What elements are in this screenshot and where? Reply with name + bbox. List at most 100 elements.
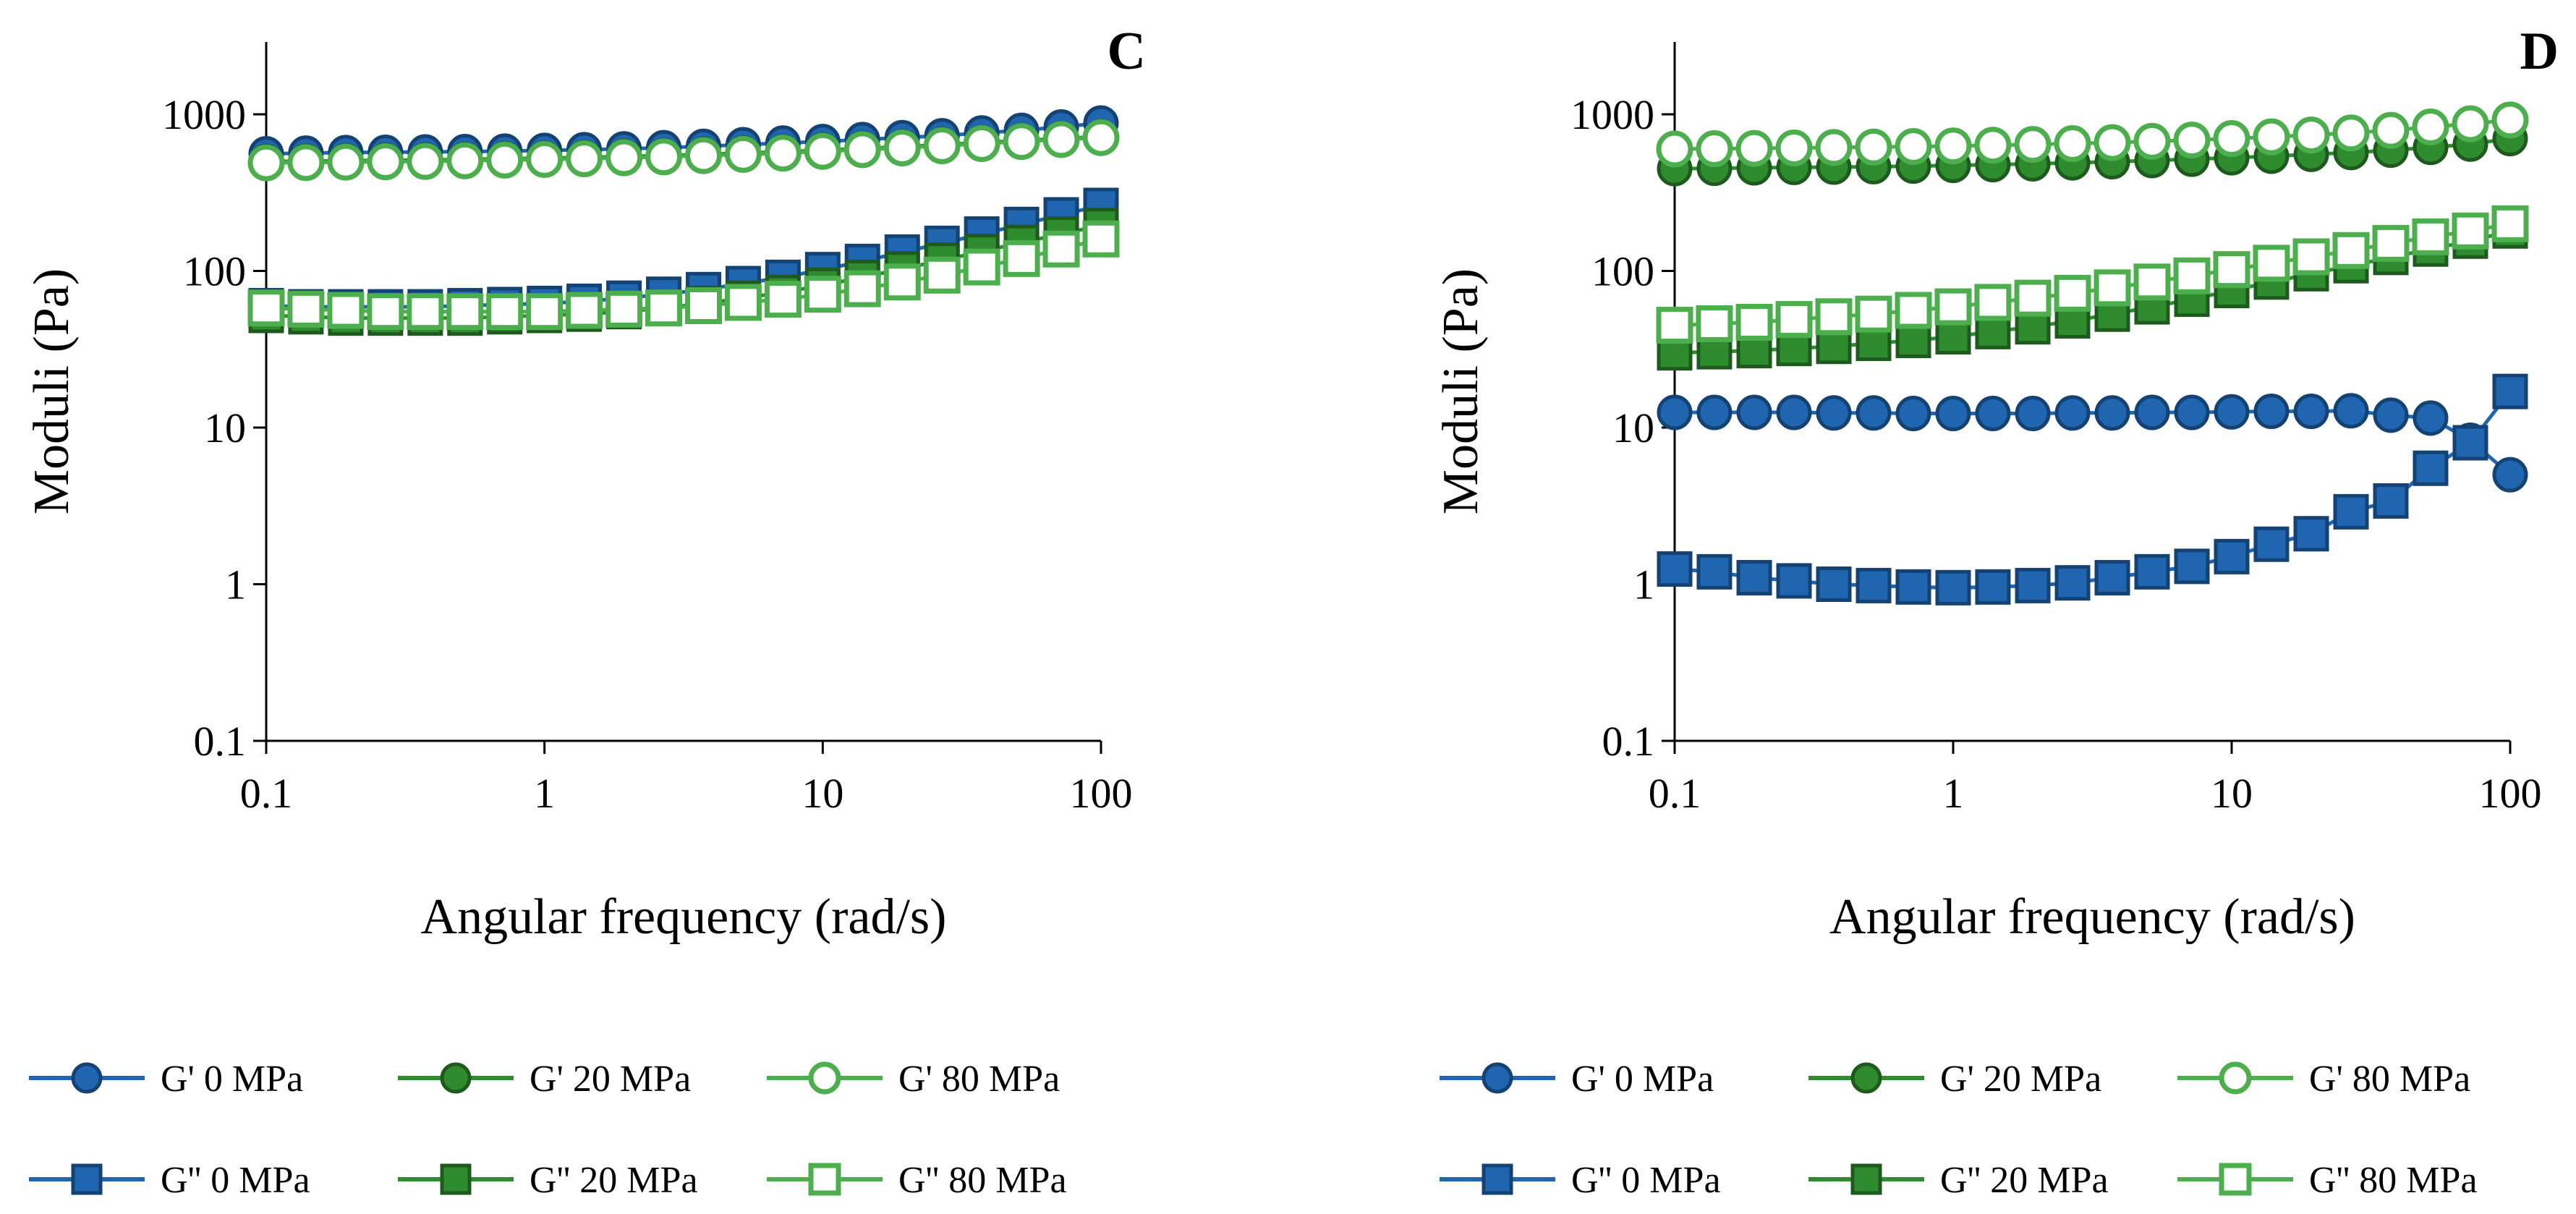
data-point <box>1975 569 2011 605</box>
data-point <box>2173 257 2211 294</box>
data-point <box>2372 111 2410 149</box>
legend-marker <box>808 1163 841 1196</box>
y-tick-label: 10 <box>1612 404 1654 451</box>
series-line <box>1674 137 2511 171</box>
legend-label: G' 20 MPa <box>530 1058 691 1100</box>
data-point <box>1856 395 1892 431</box>
x-tick-label: 0.1 <box>1649 770 1701 817</box>
data-point <box>1696 305 1733 343</box>
data-point <box>1735 130 1773 167</box>
legend-entry-4: G'' 20 MPa <box>1808 1160 2109 1201</box>
data-point <box>2373 483 2409 519</box>
data-point <box>1003 123 1040 161</box>
data-point <box>2452 212 2489 250</box>
data-point <box>1816 328 1852 365</box>
data-point <box>2213 120 2250 158</box>
data-point <box>1815 298 1853 336</box>
data-point <box>684 137 722 174</box>
data-point <box>1815 129 1853 166</box>
legend-marker <box>440 1062 472 1094</box>
data-point <box>764 135 802 172</box>
x-axis-title: Angular frequency (rad/s) <box>421 889 947 945</box>
data-point <box>804 132 841 170</box>
series-line <box>1674 118 2511 151</box>
data-point <box>1775 129 1813 166</box>
data-point <box>923 256 961 294</box>
panel-c: 0.1 1 10 100 1000 0.1 1 10 100 Moduli (Pa) Angular… <box>24 22 1146 1201</box>
data-point <box>407 293 444 331</box>
legend-marker <box>2219 1061 2252 1095</box>
data-point <box>1656 130 1693 168</box>
series-line <box>1675 409 2512 477</box>
series-2 <box>1656 101 2529 168</box>
data-point <box>2293 394 2329 430</box>
legend-entry-2: G' 80 MPa <box>767 1058 1060 1100</box>
panel-label: D <box>2520 22 2559 81</box>
data-point <box>1934 288 1972 326</box>
legend-entry-3: G'' 0 MPa <box>29 1160 310 1201</box>
data-point <box>2412 218 2449 255</box>
legend-label: G'' 20 MPa <box>1940 1160 2109 1201</box>
legend-entry-2: G' 80 MPa <box>2177 1058 2470 1100</box>
data-point <box>1657 551 1693 587</box>
x-tick-label: 1 <box>534 770 555 817</box>
data-point <box>2134 553 2170 590</box>
legend-entry-1: G' 20 MPa <box>1808 1058 2101 1100</box>
data-point <box>566 140 603 177</box>
data-point <box>2134 394 2170 430</box>
legend-entry-5: G'' 80 MPa <box>767 1160 1067 1201</box>
legend-marker <box>1850 1062 1882 1094</box>
data-point <box>2492 373 2528 409</box>
data-point <box>1935 318 1971 355</box>
data-point <box>2174 548 2210 585</box>
data-point <box>2333 493 2369 530</box>
data-point <box>2173 122 2211 159</box>
data-point <box>1696 130 1733 168</box>
data-point <box>1855 128 1892 166</box>
data-point <box>1776 394 1812 430</box>
series-line <box>265 121 1102 156</box>
data-point <box>1895 127 1932 165</box>
data-point <box>605 139 643 177</box>
data-point <box>2253 118 2290 156</box>
x-axis-title: Angular frequency (rad/s) <box>1829 889 2355 945</box>
data-point <box>446 142 484 179</box>
data-point <box>287 290 325 328</box>
data-point <box>247 289 285 327</box>
panel-label: C <box>1108 22 1146 81</box>
legend-marker <box>1850 1163 1882 1195</box>
legend-label: G' 0 MPa <box>1571 1058 1714 1100</box>
data-point <box>566 292 603 329</box>
data-point <box>2253 394 2290 430</box>
series-line <box>1674 221 2511 328</box>
data-point <box>2491 205 2529 242</box>
data-point <box>1082 220 1120 258</box>
y-axis-title: Moduli (Pa) <box>24 268 80 514</box>
y-tick-label: 100 <box>183 248 246 295</box>
legend-entry-0: G' 0 MPa <box>1440 1058 1714 1100</box>
data-point <box>526 293 564 331</box>
data-point <box>1657 394 1693 430</box>
data-point <box>2372 224 2410 262</box>
data-point <box>486 293 524 331</box>
legend-marker <box>1482 1163 1513 1195</box>
legend-label: G'' 0 MPa <box>1571 1160 1721 1201</box>
data-point <box>1975 313 2011 349</box>
data-point <box>2214 538 2250 574</box>
series-line <box>265 203 1102 309</box>
data-point <box>2133 122 2171 160</box>
data-point <box>1895 396 1931 432</box>
x-tick-label: 0.1 <box>240 770 293 817</box>
data-point <box>883 263 921 301</box>
data-point <box>1974 284 2012 321</box>
data-point <box>605 290 643 328</box>
legend-label: G'' 0 MPa <box>161 1160 310 1201</box>
data-point <box>2332 232 2370 269</box>
data-point <box>1935 396 1971 432</box>
data-point <box>1816 395 1852 431</box>
series-5 <box>1656 205 2529 344</box>
data-point <box>804 276 841 313</box>
legend-marker <box>440 1163 472 1195</box>
data-point <box>1736 394 1772 430</box>
